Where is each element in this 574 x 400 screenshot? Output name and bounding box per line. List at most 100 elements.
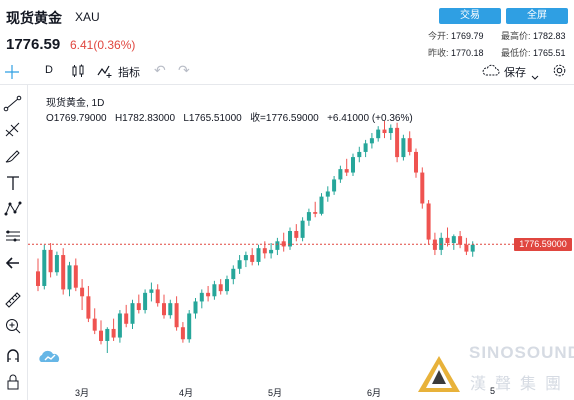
trend-line-tool-icon[interactable]	[3, 93, 23, 113]
candle-body	[269, 249, 274, 254]
candle-body	[231, 268, 236, 280]
candle-body	[281, 241, 286, 247]
candle-body	[73, 265, 78, 288]
low-label: 最低价:	[501, 48, 531, 58]
save-button[interactable]: 保存	[504, 67, 526, 79]
redo-icon[interactable]: ↷	[178, 62, 190, 78]
candle-body	[445, 237, 450, 244]
ruler-tool-icon[interactable]	[3, 290, 23, 310]
today-open-value: 1769.79	[451, 31, 484, 41]
lock-icon[interactable]	[3, 372, 23, 392]
candle-body	[67, 265, 72, 290]
candle-body	[42, 249, 47, 286]
high-stat: 最高价: 1782.83	[501, 29, 566, 42]
sinosound-logo-icon	[416, 354, 462, 399]
candle-body	[162, 303, 166, 316]
brush-tool-icon[interactable]	[3, 146, 23, 166]
chevron-down-icon[interactable]	[531, 68, 539, 86]
candle-body	[275, 241, 280, 250]
candle-body	[237, 260, 242, 269]
candle-body	[130, 303, 135, 324]
candle-body	[187, 313, 192, 340]
candle-body	[426, 203, 431, 240]
back-arrow-icon[interactable]	[3, 253, 23, 273]
candle-body	[149, 289, 154, 293]
cloud-save-icon[interactable]	[482, 64, 500, 82]
crosshair-icon[interactable]	[4, 64, 20, 85]
toolbar-divider	[0, 84, 574, 85]
high-label: 最高价:	[501, 31, 531, 41]
trade-button[interactable]: 交易	[439, 8, 501, 24]
candle-body	[325, 191, 330, 197]
gear-icon[interactable]	[552, 63, 567, 83]
candle-body	[212, 284, 217, 297]
prediction-tool-icon[interactable]	[3, 226, 23, 246]
candle-body	[86, 296, 91, 319]
candle-body	[193, 301, 198, 314]
pattern-tool-icon[interactable]	[3, 199, 23, 219]
candle-body	[369, 138, 374, 144]
indicators-icon[interactable]	[97, 64, 113, 83]
candle-body	[256, 248, 261, 262]
candle-body	[99, 330, 103, 341]
candle-body	[458, 236, 463, 245]
candle-body	[206, 292, 211, 297]
zoom-in-icon[interactable]	[3, 316, 23, 336]
candle-body	[401, 138, 406, 158]
indicators-button[interactable]: 指标	[118, 67, 140, 79]
candle-body	[351, 157, 355, 173]
current-price-tag: 1776.59000	[514, 238, 572, 252]
chart-legend-title: 现货黄金, 1D	[46, 98, 105, 109]
candle-body	[180, 327, 185, 340]
candle-body	[80, 287, 85, 297]
candlestick-chart[interactable]	[28, 85, 574, 385]
x-axis-label-may: 5月	[268, 388, 283, 398]
candle-body	[451, 236, 456, 244]
undo-icon[interactable]: ↶	[154, 62, 166, 78]
candle-body	[388, 127, 393, 134]
fullscreen-button[interactable]: 全屏	[506, 8, 568, 24]
low-stat: 最低价: 1765.51	[501, 46, 566, 59]
magnet-icon[interactable]	[3, 346, 23, 366]
candle-body	[470, 244, 475, 252]
candle-body	[300, 220, 305, 238]
candle-body	[124, 313, 129, 324]
candle-body	[54, 255, 59, 273]
candle-body	[199, 292, 204, 302]
candle-body	[319, 196, 324, 214]
candle-body	[136, 303, 141, 311]
instrument-title: 现货黄金	[6, 10, 62, 26]
candle-body	[143, 292, 148, 311]
text-tool-icon[interactable]	[3, 173, 23, 193]
today-open-label: 今开:	[428, 31, 449, 41]
x-axis-label-mar: 3月	[75, 388, 90, 398]
candle-body	[105, 328, 110, 341]
candle-body	[288, 230, 292, 247]
watermark-text-en: SINOSOUND	[469, 343, 574, 362]
prev-close-value: 1770.18	[451, 48, 484, 58]
current-price: 1776.59	[6, 36, 61, 53]
candle-body	[218, 284, 223, 292]
candle-body	[363, 143, 368, 152]
candle-body	[382, 129, 387, 134]
candle-body	[344, 169, 349, 173]
x-axis-label-5: 5	[490, 386, 496, 396]
instrument-symbol: XAU	[75, 10, 100, 24]
x-axis-label-apr: 4月	[179, 388, 194, 398]
prev-close-stat: 昨收: 1770.18	[428, 46, 484, 59]
candle-body	[306, 212, 311, 221]
candle-body	[36, 271, 40, 286]
candle-body	[174, 303, 179, 328]
candle-body	[111, 328, 116, 338]
x-axis-label-jun: 6月	[367, 388, 382, 398]
fib-tool-icon[interactable]	[3, 120, 23, 140]
candle-body	[117, 313, 122, 338]
candle-body	[332, 179, 337, 192]
today-open-stat: 今开: 1769.79	[428, 29, 484, 42]
high-value: 1782.83	[533, 31, 566, 41]
candles-style-icon[interactable]	[71, 64, 85, 83]
candle-body	[61, 255, 66, 290]
candle-body	[92, 318, 97, 331]
interval-selector[interactable]: D	[45, 64, 53, 76]
price-change: 6.41(0.36%)	[70, 38, 136, 52]
